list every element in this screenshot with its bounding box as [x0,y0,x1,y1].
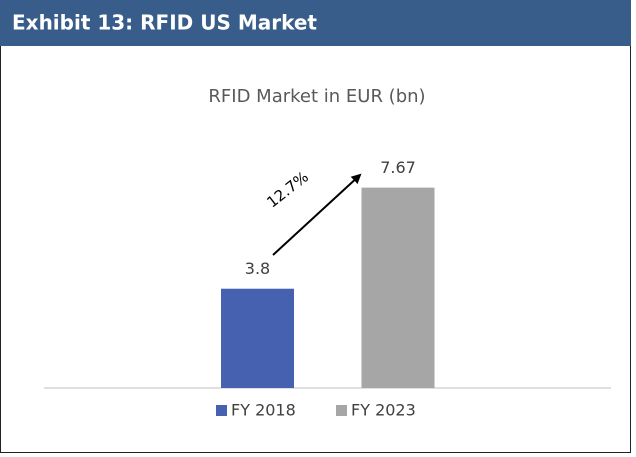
legend-swatch [336,405,347,416]
legend-label: FY 2018 [231,401,296,420]
chart-title: RFID Market in EUR (bn) [208,86,425,107]
legend-label: FY 2023 [351,401,416,420]
bar [221,288,294,388]
data-label: 7.67 [380,158,416,177]
legend-swatch [216,405,227,416]
header-bar [0,0,631,46]
data-label: 3.8 [245,259,270,278]
header-title: Exhibit 13: RFID US Market [12,11,317,35]
growth-arrow [272,173,362,256]
bar [361,187,435,388]
